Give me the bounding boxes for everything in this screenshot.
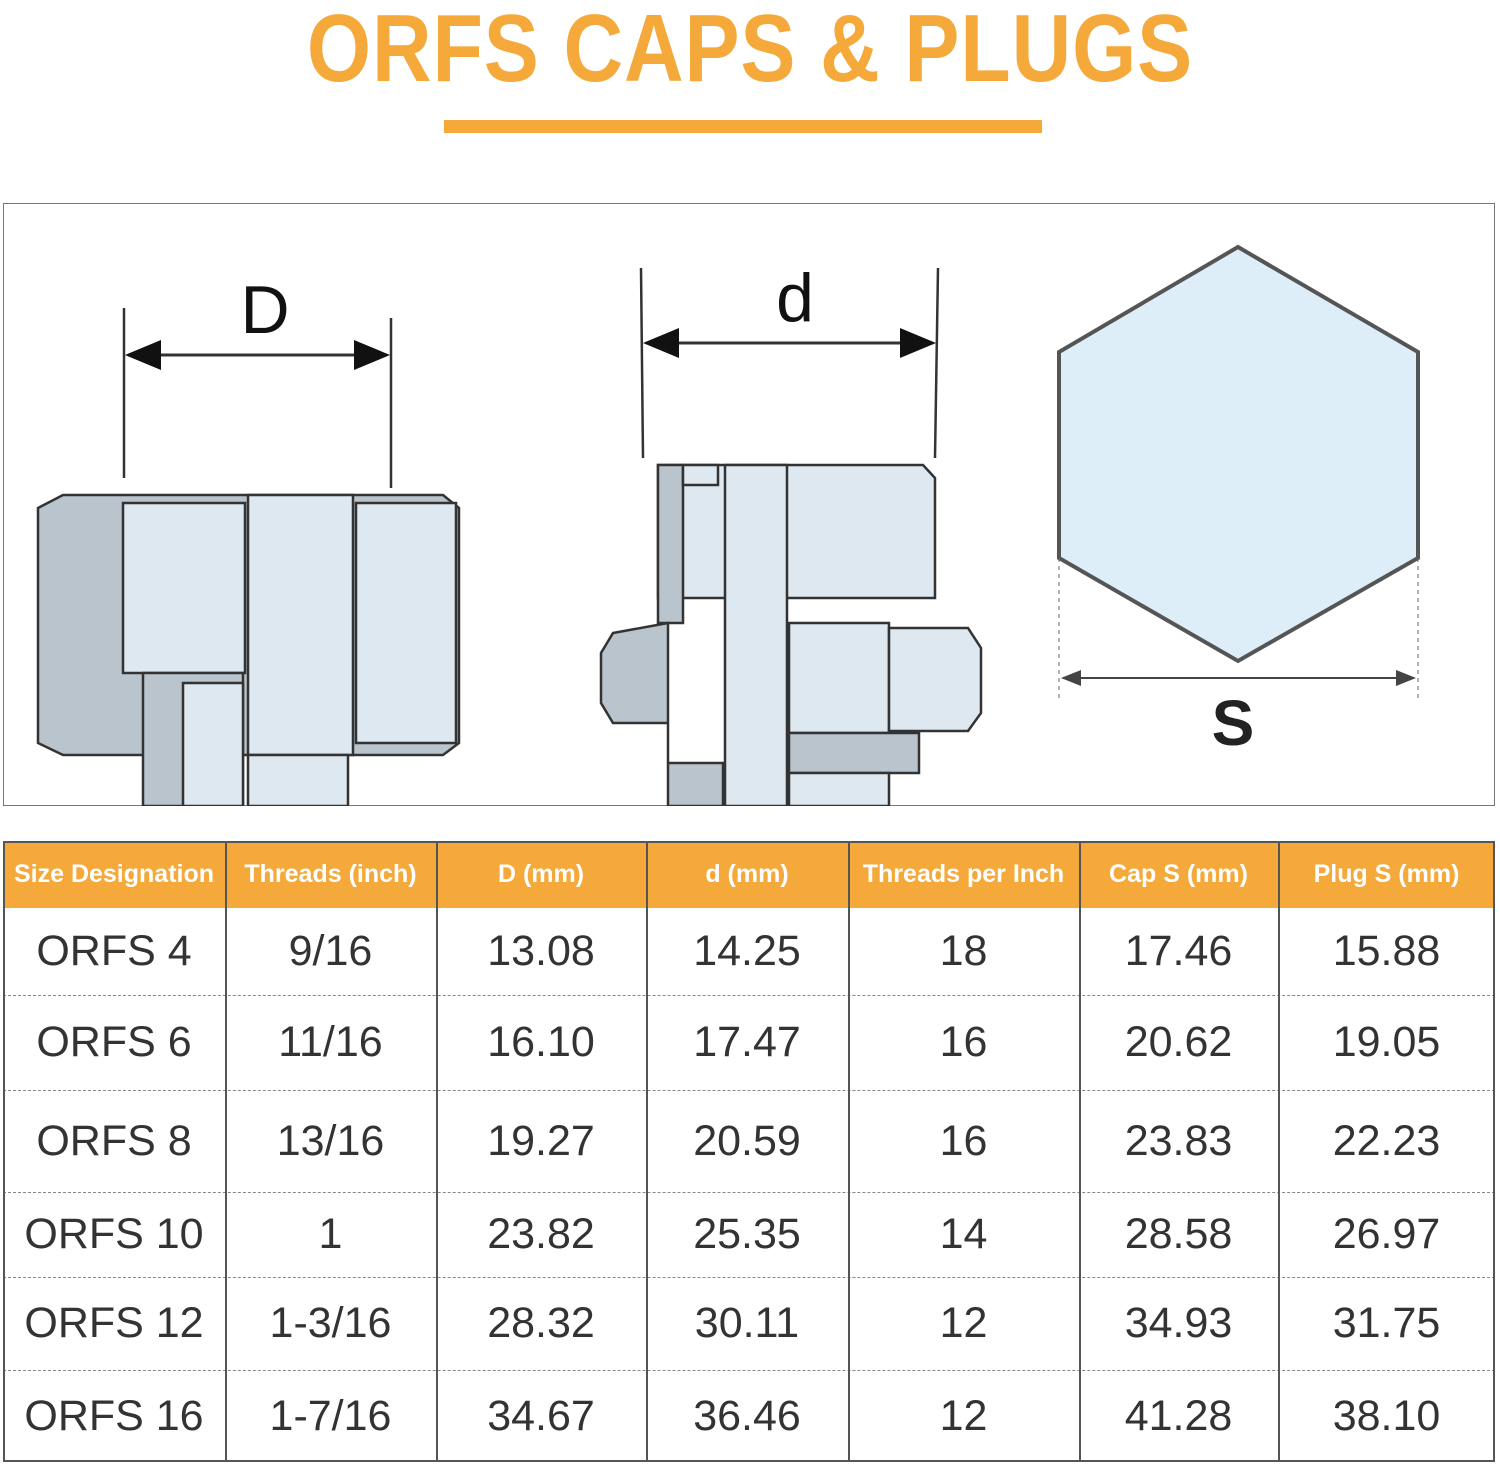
table-cell: 1-3/16 [269, 1299, 392, 1347]
table-cell: 1-7/16 [269, 1391, 392, 1440]
table-cell: 28.32 [487, 1299, 595, 1347]
table-cell: 16 [939, 1018, 988, 1066]
cap-drawing [36, 308, 461, 806]
table-cell: 16 [939, 1116, 988, 1165]
table-border [3, 841, 1495, 1462]
table-cell: 34.67 [487, 1391, 595, 1440]
row-divider [3, 995, 1495, 996]
table-cell: 23.83 [1124, 1116, 1233, 1165]
table-cell: 15.88 [1332, 927, 1441, 975]
table-cell: 26.97 [1332, 1210, 1441, 1258]
table-cell: ORFS 4 [36, 927, 192, 975]
table-cell: 13/16 [276, 1116, 385, 1165]
title-underline [444, 120, 1042, 133]
table-cell: 31.75 [1332, 1299, 1441, 1347]
plug-drawing [599, 267, 983, 806]
table-cell: 28.58 [1124, 1210, 1233, 1258]
table-cell: 20.59 [693, 1116, 801, 1165]
table-cell: 11/16 [278, 1018, 383, 1066]
column-divider [1079, 841, 1081, 1462]
table-cell: 20.62 [1124, 1018, 1233, 1066]
table-cell: 25.35 [693, 1210, 801, 1258]
table-cell: 22.23 [1332, 1116, 1441, 1165]
table-cell: 19.27 [487, 1116, 595, 1165]
table-cell: 19.05 [1332, 1018, 1441, 1066]
table-cell: 9/16 [288, 927, 373, 975]
table-cell: ORFS 12 [24, 1299, 204, 1347]
table-cell: 18 [939, 927, 988, 975]
plug-dimension-label: d [776, 260, 814, 336]
table-cell: ORFS 8 [36, 1116, 192, 1165]
table-cell: 30.11 [694, 1299, 800, 1347]
table-cell: 13.08 [487, 927, 595, 975]
column-header: Cap S (mm) [1079, 841, 1278, 908]
column-header: Threads per Inch [848, 841, 1079, 908]
column-divider [646, 841, 648, 1462]
column-divider [436, 841, 438, 1462]
table-cell: 23.82 [487, 1210, 595, 1258]
column-divider [1278, 841, 1280, 1462]
hex-shape [1057, 244, 1420, 664]
table-cell: 16.10 [487, 1018, 595, 1066]
hex-dimension-label: S [1212, 687, 1255, 759]
table-cell: 12 [939, 1391, 988, 1440]
table-cell: 34.93 [1124, 1299, 1233, 1347]
table-cell: 38.10 [1332, 1391, 1441, 1440]
table-cell: 12 [939, 1299, 988, 1347]
column-divider [225, 841, 227, 1462]
row-divider [3, 1090, 1495, 1091]
diagram: D d S [3, 203, 1495, 806]
table-cell: 1 [318, 1210, 343, 1258]
cap-dimension-label: D [240, 272, 289, 348]
column-header: Threads (inch) [225, 841, 436, 908]
column-header: d (mm) [646, 841, 848, 908]
column-divider [848, 841, 850, 1462]
table-cell: ORFS 16 [24, 1391, 204, 1440]
column-header: D (mm) [436, 841, 646, 908]
table-cell: ORFS 6 [36, 1018, 192, 1066]
column-header: Plug S (mm) [1278, 841, 1495, 908]
table-cell: 17.46 [1124, 927, 1233, 975]
table-cell: 14.25 [693, 927, 801, 975]
row-divider [3, 1370, 1495, 1371]
column-header: Size Designation [3, 841, 225, 908]
table-cell: 17.47 [693, 1018, 801, 1066]
table-cell: 41.28 [1124, 1391, 1233, 1440]
row-divider [3, 1277, 1495, 1278]
table-cell: ORFS 10 [24, 1210, 204, 1258]
title: ORFS CAPS & PLUGS [306, 0, 1194, 102]
table-cell: 14 [939, 1210, 988, 1258]
spec-table: Size Designation Threads (inch) D (mm) d (m… [3, 841, 1495, 1462]
table-cell: 36.46 [693, 1391, 801, 1440]
row-divider [3, 1192, 1495, 1193]
